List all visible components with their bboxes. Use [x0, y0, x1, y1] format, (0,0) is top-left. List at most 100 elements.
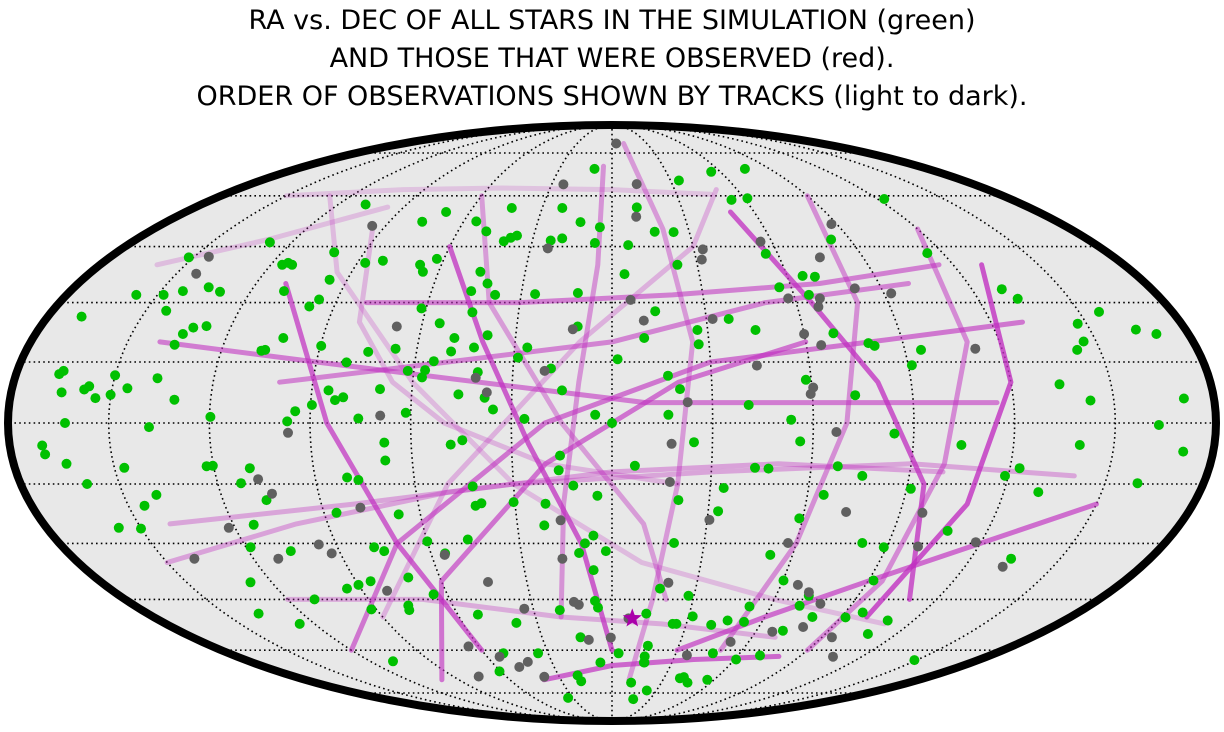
- star-point: [294, 618, 305, 629]
- star-point: [673, 175, 684, 186]
- star-point: [338, 392, 349, 403]
- observed-point: [917, 507, 928, 518]
- star-point: [590, 595, 600, 606]
- star-point: [878, 542, 889, 553]
- star-point: [600, 546, 611, 557]
- star-point: [136, 523, 146, 534]
- star-point: [765, 549, 776, 560]
- star-point: [512, 230, 522, 241]
- star-point: [1132, 478, 1143, 489]
- star-point: [366, 604, 377, 615]
- star-point: [906, 360, 917, 371]
- star-point: [253, 608, 264, 619]
- star-point: [1130, 324, 1141, 335]
- star-point: [669, 538, 679, 548]
- star-point: [1072, 344, 1083, 355]
- observed-point: [725, 636, 736, 647]
- star-point: [360, 199, 371, 210]
- star-point: [248, 519, 259, 530]
- observed-point: [815, 598, 826, 609]
- star-point: [996, 284, 1007, 295]
- star-point: [673, 495, 684, 506]
- star-point: [1151, 329, 1162, 339]
- star-point: [1072, 318, 1083, 329]
- observation-track: [438, 339, 809, 683]
- star-point: [422, 536, 433, 547]
- star-point: [667, 618, 678, 629]
- star-point: [1153, 420, 1164, 430]
- star-point: [739, 163, 750, 174]
- star-point: [626, 677, 637, 688]
- star-point: [589, 238, 600, 248]
- star-point: [655, 583, 665, 594]
- star-point: [467, 481, 478, 492]
- star-point: [868, 575, 879, 586]
- star-point: [553, 465, 564, 476]
- star-point: [152, 373, 163, 384]
- star-point: [151, 489, 162, 500]
- star-point: [304, 301, 315, 312]
- star-point: [869, 340, 880, 351]
- star-point: [726, 194, 737, 205]
- star-point: [905, 483, 916, 494]
- star-point: [763, 463, 774, 474]
- star-point: [342, 472, 353, 483]
- star-point: [131, 289, 142, 300]
- observed-point: [814, 252, 825, 263]
- start-marker-group: [622, 608, 642, 627]
- star-point: [369, 542, 380, 553]
- star-point: [1012, 293, 1023, 304]
- star-point: [533, 648, 544, 659]
- star-point: [415, 259, 426, 270]
- observed-point: [799, 329, 810, 339]
- star-point: [353, 579, 364, 590]
- star-point: [803, 289, 814, 300]
- star-point: [722, 615, 733, 626]
- observed-point: [682, 397, 693, 408]
- observed-point: [696, 254, 707, 265]
- sky-border: [4, 121, 1220, 725]
- chart-title: RA vs. DEC OF ALL STARS IN THE SIMULATIO…: [0, 2, 1224, 116]
- grid-meridian: [208, 125, 613, 721]
- star-point: [713, 506, 724, 517]
- observed-point: [913, 541, 923, 552]
- observed-point: [814, 293, 825, 304]
- star-point: [797, 270, 808, 281]
- star-point: [689, 437, 699, 448]
- all-stars-points: [37, 163, 1189, 705]
- star-point: [506, 203, 517, 213]
- observed-point: [997, 561, 1008, 572]
- star-point: [363, 346, 374, 357]
- star-point: [113, 522, 124, 533]
- chart-title-line-3: ORDER OF OBSERVATIONS SHOWN BY TRACKS (l…: [196, 81, 1028, 112]
- star-point: [203, 282, 214, 293]
- observed-point: [391, 321, 402, 332]
- observed-point: [631, 211, 642, 222]
- star-point: [590, 409, 601, 420]
- observed-point: [542, 243, 553, 254]
- observed-point: [223, 522, 234, 533]
- star-point: [739, 616, 749, 627]
- star-point: [641, 608, 652, 619]
- star-point: [431, 253, 442, 264]
- star-point: [750, 325, 761, 335]
- star-point: [678, 672, 689, 683]
- observed-point: [841, 507, 852, 517]
- star-point: [498, 236, 509, 247]
- observation-track: [728, 209, 927, 602]
- chart-title-line-2: AND THOSE THAT WERE OBSERVED (red).: [329, 43, 895, 74]
- star-point: [809, 271, 820, 282]
- star-point: [158, 289, 169, 300]
- observed-point: [697, 244, 708, 255]
- star-point: [755, 650, 765, 661]
- star-point: [760, 248, 771, 259]
- star-point: [482, 278, 493, 289]
- star-point: [245, 542, 256, 553]
- observed-point: [783, 293, 794, 304]
- observed-point: [555, 515, 566, 526]
- star-point: [857, 607, 868, 618]
- star-point: [161, 305, 172, 316]
- observed-point: [367, 220, 378, 231]
- observed-point: [611, 138, 622, 149]
